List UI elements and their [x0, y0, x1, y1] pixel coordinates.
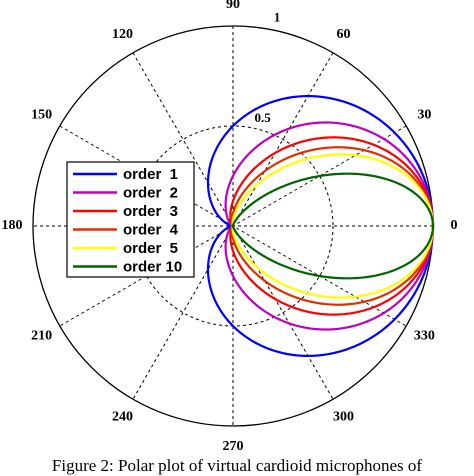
angle-tick-labels: 0 30 60 90 120 150 180 210 240 270 300 330: [2, 0, 458, 454]
figure-caption: Figure 2: Polar plot of virtual cardioid…: [51, 456, 423, 475]
angle-tick-label-180: 180: [2, 218, 23, 233]
angle-tick-label-0: 0: [451, 218, 458, 233]
angle-tick-label-300: 300: [333, 410, 354, 425]
legend-entry-order-3: order 3: [123, 203, 178, 220]
angle-tick-label-120: 120: [112, 27, 133, 42]
angle-tick-label-240: 240: [112, 410, 133, 425]
radial-tick-label-0: 0.5: [254, 110, 271, 125]
radial-tick-labels: 0.51: [254, 10, 280, 125]
legend-entry-order-10: order 10: [123, 259, 182, 276]
angle-tick-label-270: 270: [223, 439, 244, 454]
legend-entry-order-5: order 5: [123, 240, 178, 257]
angle-tick-label-30: 30: [417, 108, 431, 123]
legend-entry-order-1: order 1: [123, 166, 178, 183]
series-line-order-10: [231, 172, 435, 280]
legend-entry-order-4: order 4: [123, 222, 179, 239]
angle-tick-label-60: 60: [337, 27, 351, 42]
legend-entry-order-2: order 2: [123, 185, 178, 202]
series-line-order-1: [206, 94, 435, 358]
legend-box: [66, 161, 195, 278]
polar-curves: [206, 94, 435, 358]
angle-tick-label-330: 330: [414, 329, 435, 344]
angle-tick-label-90: 90: [226, 0, 240, 12]
angle-tick-label-210: 210: [31, 329, 52, 344]
radial-tick-label-1: 1: [274, 10, 281, 25]
angle-tick-label-150: 150: [31, 108, 52, 123]
